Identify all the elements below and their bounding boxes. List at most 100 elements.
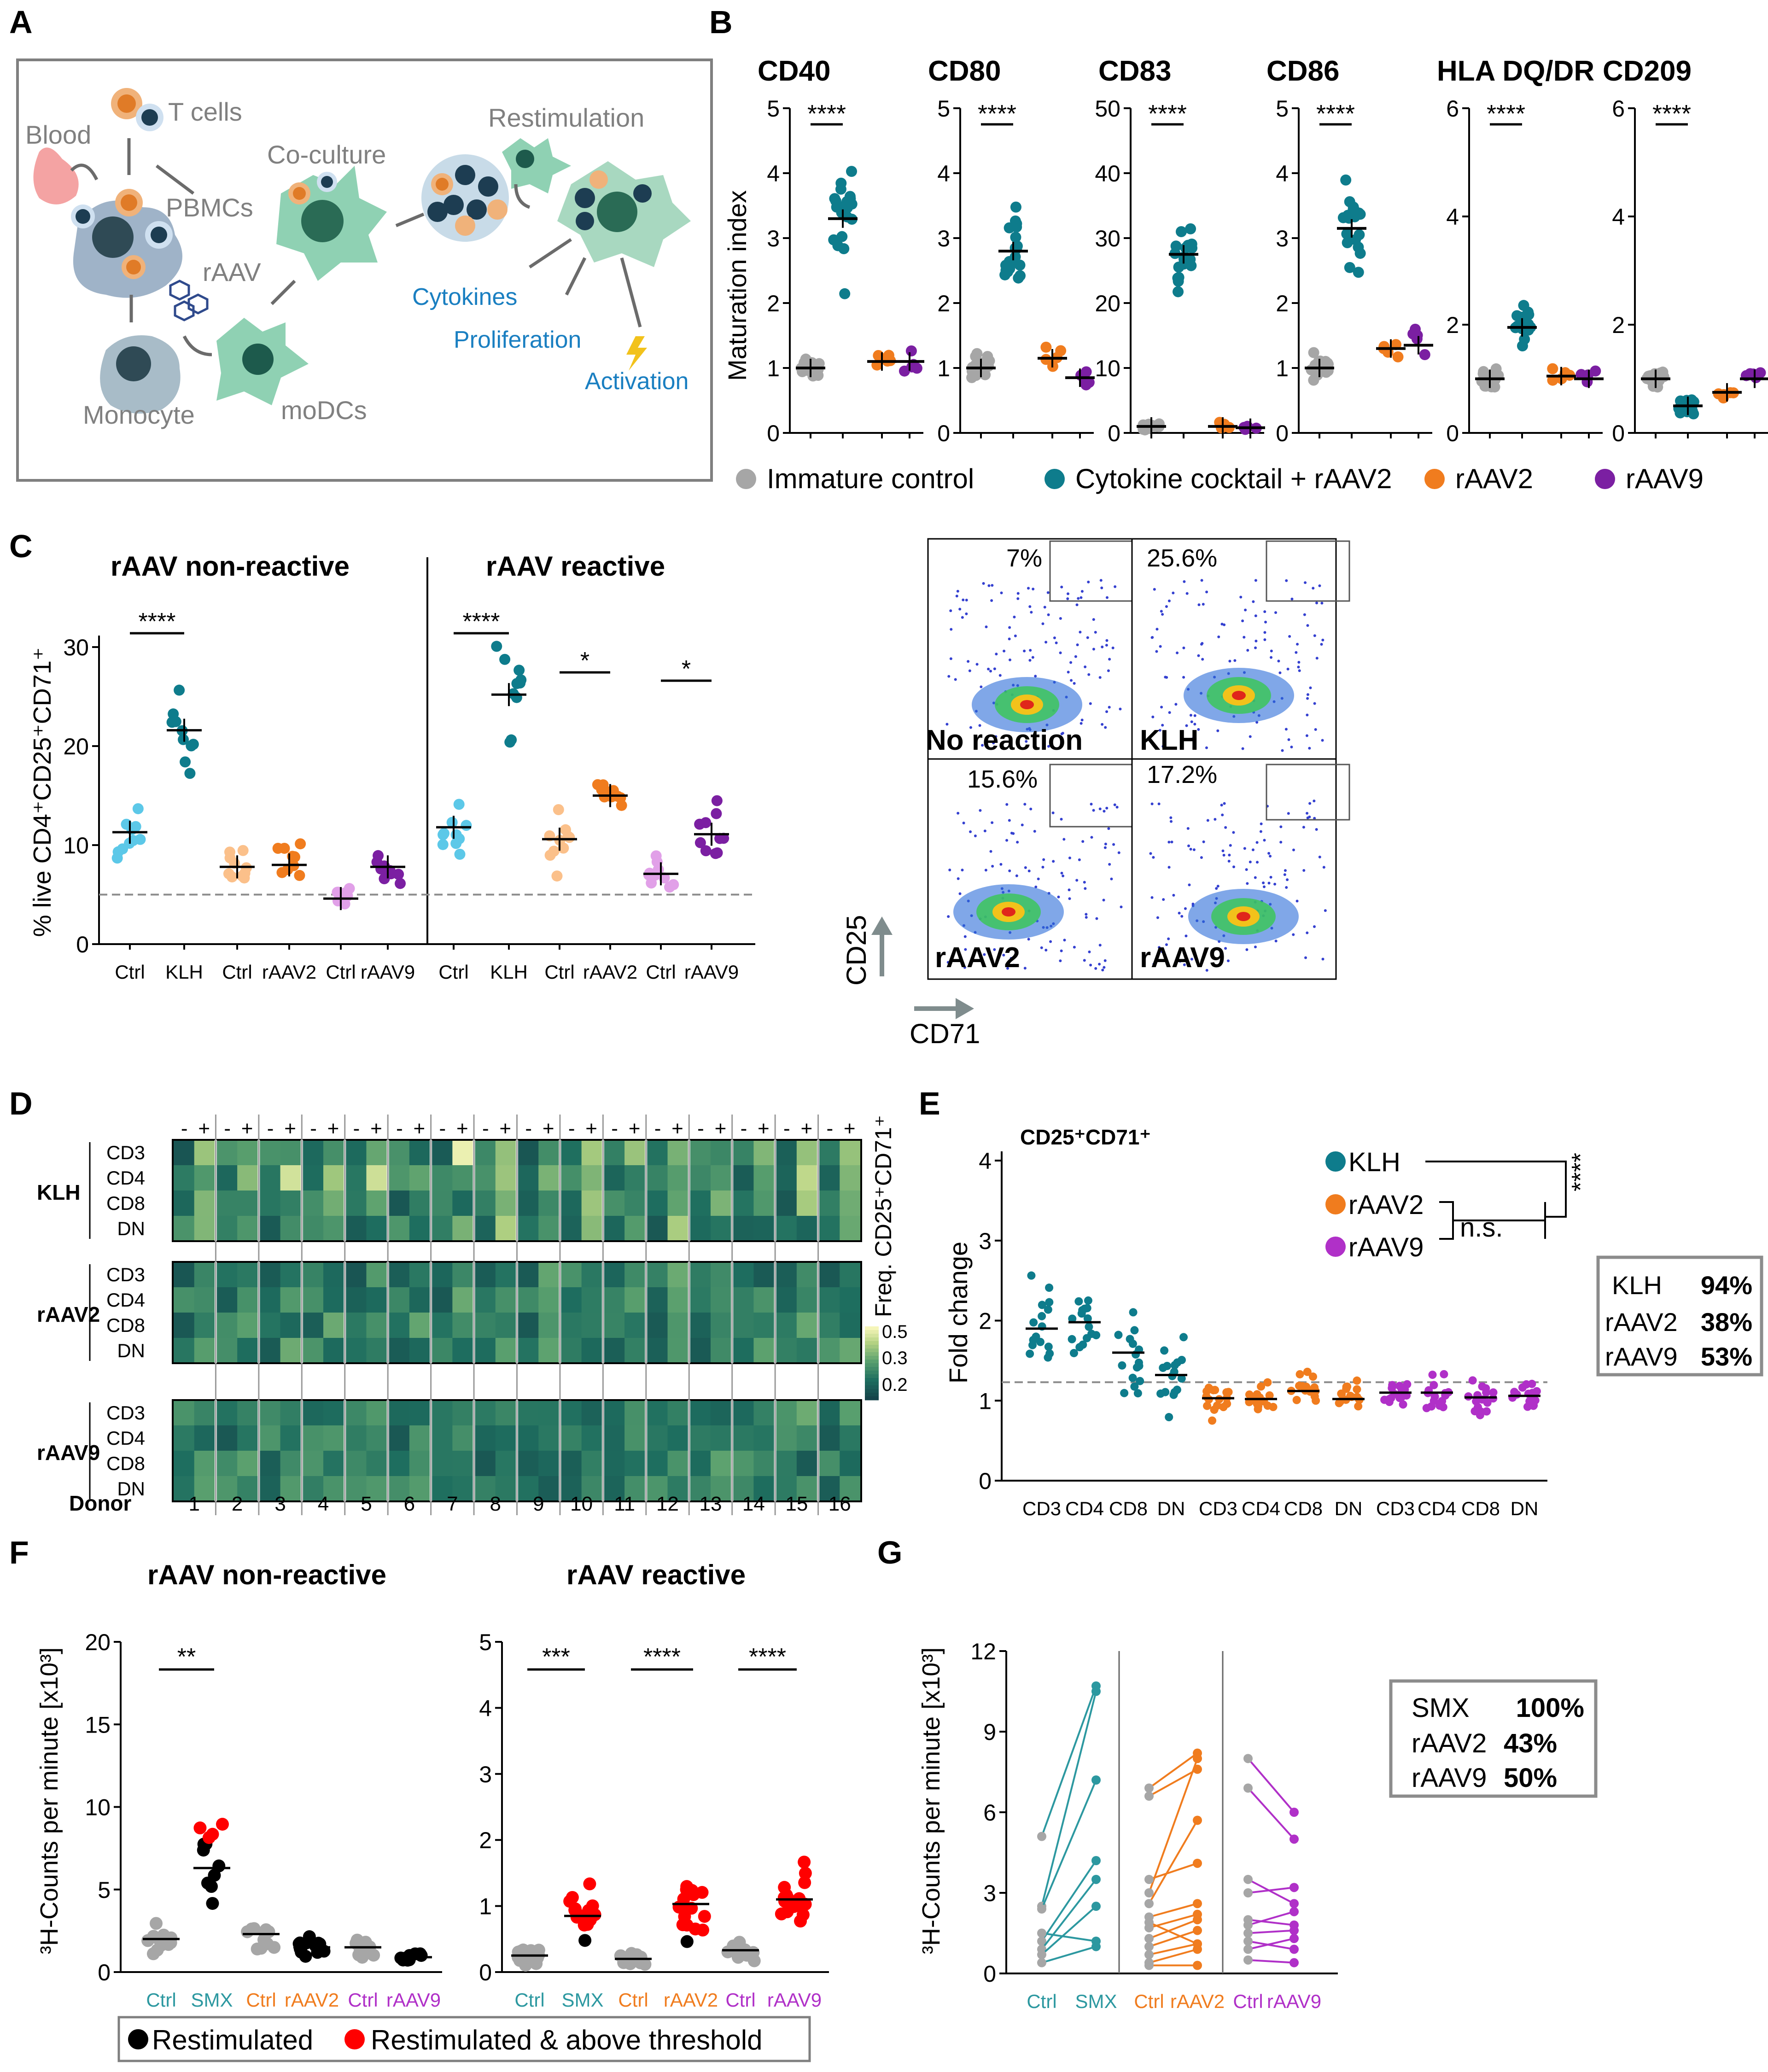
d-colorbar-tick: 0.5 <box>882 1322 908 1342</box>
c-Ctrl-point <box>560 824 571 835</box>
d-heat-cell <box>258 1425 281 1451</box>
d-heat-cell <box>796 1191 819 1216</box>
flow-event <box>1306 811 1309 815</box>
flow-event <box>1000 591 1003 595</box>
flow-event <box>1059 651 1062 654</box>
flow-event <box>1027 587 1030 590</box>
flow-event <box>1306 931 1309 934</box>
b-CD80-point <box>1009 215 1021 227</box>
e-tick-label: 4 <box>979 1148 992 1174</box>
f-point <box>583 1877 596 1891</box>
g-pair-line <box>1248 1910 1295 1926</box>
d-donor-number: 7 <box>447 1493 458 1515</box>
flow-event <box>1206 819 1209 822</box>
d-heat-cell <box>258 1338 281 1364</box>
d-colorbar-tick: 0.3 <box>882 1348 908 1368</box>
flow-event <box>1024 866 1027 869</box>
d-heat-cell <box>796 1262 819 1288</box>
flow-event <box>1185 724 1188 727</box>
panel-c-subtitle-non: rAAV non-reactive <box>111 551 350 582</box>
d-heat-cell <box>603 1338 625 1364</box>
g-stim-point <box>1193 1815 1202 1825</box>
d-heat-cell <box>710 1262 733 1288</box>
b-tick-label: 4 <box>1446 204 1459 230</box>
b-CD83-point <box>1173 272 1185 283</box>
legend-f-dot-above <box>344 2029 365 2049</box>
flow-plot-label: No reaction <box>926 724 1083 756</box>
d-heat-cell <box>560 1338 582 1364</box>
d-heat-cell <box>474 1313 496 1338</box>
d-heat-cell <box>495 1338 517 1364</box>
flow-event <box>1053 636 1056 640</box>
d-heat-cell <box>388 1191 410 1216</box>
flow-event <box>1321 739 1324 742</box>
c-tick-label: 20 <box>63 734 89 759</box>
d-heat-cell <box>840 1262 862 1288</box>
legend-dot-raav2 <box>1424 469 1445 489</box>
e-CD4-point <box>1082 1334 1091 1342</box>
g-pair-line <box>1148 1758 1198 1893</box>
e-CD8-point <box>1303 1367 1312 1376</box>
d-heat-cell <box>517 1425 539 1451</box>
flow-event <box>1274 940 1278 943</box>
flow-event <box>945 723 949 726</box>
g-tick-label: 12 <box>970 1639 996 1664</box>
flow-event <box>1060 585 1063 589</box>
flow-density-core <box>1232 691 1246 700</box>
g-ctrl-point <box>1243 1888 1253 1897</box>
e-xtick-label: DN <box>1511 1498 1539 1519</box>
flow-event <box>1273 882 1277 886</box>
flow-event <box>975 663 979 666</box>
f-point <box>202 1831 216 1844</box>
flow-event <box>1239 595 1243 599</box>
c-Ctrl-point <box>650 850 662 862</box>
flow-event <box>1119 707 1122 711</box>
g-pair-line <box>1248 1940 1295 1950</box>
d-heat-cell <box>474 1451 496 1477</box>
flow-event <box>1290 597 1294 601</box>
d-heat-cell <box>366 1425 388 1451</box>
f-point <box>403 1953 416 1967</box>
flow-event <box>1285 886 1288 889</box>
d-heat-cell <box>237 1287 259 1313</box>
e-CD8-point <box>1295 1382 1304 1390</box>
d-heat-cell <box>452 1313 474 1338</box>
g-xtick-label: rAAV9 <box>1267 1990 1321 2012</box>
d-plus: + <box>284 1117 296 1140</box>
flow-event <box>1193 714 1196 717</box>
g-ctrl-point <box>1243 1920 1253 1930</box>
flow-event <box>1027 938 1030 941</box>
d-heat-cell <box>452 1165 474 1191</box>
e-CD8-point <box>1114 1331 1123 1339</box>
flow-event <box>1070 679 1073 682</box>
c-Ctrl-point <box>446 817 458 828</box>
d-heat-cell <box>302 1287 324 1313</box>
d-heat-cell <box>560 1165 582 1191</box>
d-heat-cell <box>689 1476 711 1502</box>
e-xtick-label: CD4 <box>1065 1498 1104 1519</box>
label-proliferation: Proliferation <box>454 327 581 353</box>
d-heat-cell <box>344 1400 367 1426</box>
d-heat-cell <box>323 1262 345 1288</box>
flow-event <box>1315 828 1318 831</box>
d-heat-cell <box>474 1287 496 1313</box>
f-point <box>775 1907 788 1920</box>
flow-event <box>1012 963 1015 967</box>
d-row-marker: CD3 <box>106 1264 145 1285</box>
d-colorbar-segment <box>865 1396 879 1401</box>
flow-gate-pct: 17.2% <box>1147 761 1217 788</box>
flow-event <box>1080 718 1084 722</box>
c-Ctrl-point <box>438 828 449 839</box>
d-heat-cell <box>753 1140 776 1166</box>
b-CD40-point <box>836 207 847 218</box>
flow-event <box>1102 899 1105 902</box>
legend-f-dot-restim <box>128 2029 148 2049</box>
flow-event <box>946 961 950 964</box>
label-tcells: T cells <box>168 97 242 126</box>
d-heat-cell <box>646 1191 668 1216</box>
d-heat-cell <box>194 1140 216 1166</box>
d-row-group-label: rAAV2 <box>37 1302 100 1326</box>
g-stim-point <box>1290 1944 1299 1954</box>
flow-event <box>976 947 979 951</box>
flow-event <box>1226 959 1230 963</box>
